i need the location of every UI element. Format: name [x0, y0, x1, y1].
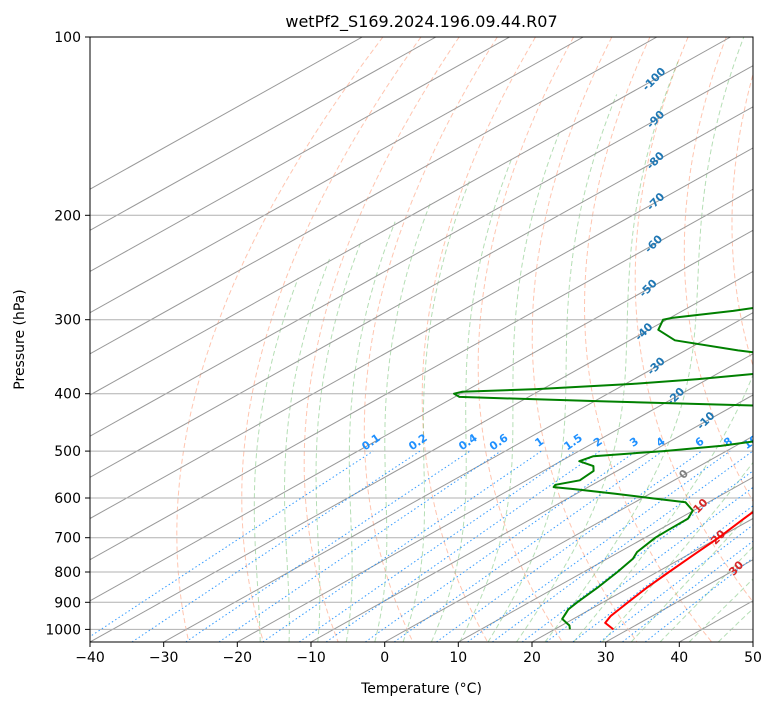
- moist-adiabat: [573, 373, 753, 642]
- dry-adiabat: [531, 37, 638, 642]
- isotherm-line: [458, 476, 753, 642]
- isotherm-line: [90, 37, 731, 396]
- moist-adiabat: [544, 37, 745, 642]
- mixing-ratio-line: [365, 450, 637, 642]
- x-tick-label: −10: [296, 650, 326, 666]
- mixing-ratio-line: [393, 450, 663, 642]
- moist-adiabat: [402, 180, 470, 642]
- isotherm-line: [90, 65, 753, 437]
- x-tick-label: −20: [223, 650, 253, 666]
- y-tick-label: 200: [54, 208, 81, 224]
- mixing-ratio-line: [185, 450, 471, 642]
- x-tick-label: −40: [75, 650, 105, 666]
- dry-adiabat: [583, 37, 713, 642]
- moist-adiabat: [659, 546, 753, 642]
- mixing-ratio-line: [436, 450, 702, 642]
- isotherm-line: [90, 37, 658, 355]
- y-tick-label: 800: [54, 565, 81, 581]
- isotherm-line: [90, 37, 510, 273]
- sounding-profiles: [453, 307, 753, 631]
- x-tick-label: 0: [380, 650, 389, 666]
- isotherm-line: [90, 106, 753, 478]
- moist-adiabat: [345, 221, 396, 642]
- y-tick-label: 500: [54, 444, 81, 460]
- plot-frame: [89, 36, 754, 643]
- mixing-ratio-line: [572, 505, 753, 642]
- moist-adiabat: [688, 578, 753, 642]
- x-tick-label: 20: [523, 650, 541, 666]
- mixing-ratio-line: [325, 450, 601, 642]
- dry-adiabat: [363, 37, 498, 642]
- mixing-ratio-line: [467, 450, 731, 642]
- x-axis-title: Temperature (°C): [360, 681, 482, 697]
- isotherm-line: [90, 147, 753, 520]
- background-grid: [90, 37, 753, 642]
- y-tick-label: 700: [54, 531, 81, 547]
- moist-adiabat: [630, 509, 753, 642]
- moist-adiabat: [284, 256, 331, 642]
- dry-adiabat: [683, 37, 753, 503]
- mixing-ratio-line: [90, 450, 374, 638]
- x-tick-label: 40: [670, 650, 688, 666]
- moist-adiabat: [487, 94, 618, 642]
- y-tick-label: 100: [54, 30, 81, 46]
- moist-adiabat: [516, 61, 679, 642]
- dry-adiabat: [731, 72, 753, 368]
- moist-adiabat: [253, 277, 299, 642]
- dewpoint-profile: [453, 307, 753, 630]
- mixing-ratio-line: [599, 524, 753, 642]
- moist-adiabat: [601, 461, 753, 642]
- isotherm-line: [90, 270, 753, 642]
- y-tick-label: 600: [54, 491, 81, 507]
- mixing-ratio-line: [298, 450, 576, 642]
- plot-background: [90, 37, 753, 642]
- mixing-ratio-line: [491, 450, 753, 642]
- isotherm-label: 40: [750, 586, 770, 606]
- y-axis-title: Pressure (hPa): [12, 289, 28, 389]
- isotherm-line: [90, 37, 437, 231]
- moist-adiabat: [374, 201, 432, 642]
- dry-adiabat: [241, 37, 422, 642]
- isotherm-line: [163, 312, 753, 642]
- isotherm-line: [90, 37, 363, 190]
- x-tick-label: 10: [449, 650, 467, 666]
- chart-title: wetPf2_S169.2024.196.09.44.R07: [285, 12, 557, 32]
- isotherm-line: [384, 435, 753, 642]
- x-tick-label: 50: [744, 650, 762, 666]
- isotherm-line: [310, 394, 753, 642]
- dry-adiabat: [634, 37, 753, 603]
- dry-adiabat: [176, 37, 384, 642]
- y-tick-label: 300: [54, 313, 81, 329]
- isotherm-line: [90, 37, 584, 314]
- y-tick-label: 400: [54, 387, 81, 403]
- dry-adiabat: [303, 37, 460, 642]
- isotherm-line: [90, 229, 753, 602]
- mixing-ratio-line: [262, 450, 542, 642]
- y-tick-label: 900: [54, 595, 81, 611]
- y-tick-label: 1000: [45, 622, 81, 638]
- x-tick-label: −30: [149, 650, 179, 666]
- axes: −40 −30 −20 −10 0 10 20 30 40 50 100 200 300 400 500 60…: [45, 30, 762, 666]
- isotherm-line: [90, 188, 753, 561]
- temperature-profile: [604, 510, 753, 631]
- mixing-ratio-line: [131, 450, 421, 642]
- x-tick-label: 30: [597, 650, 615, 666]
- moist-adiabat: [315, 239, 363, 642]
- isotherm-line: [237, 353, 753, 642]
